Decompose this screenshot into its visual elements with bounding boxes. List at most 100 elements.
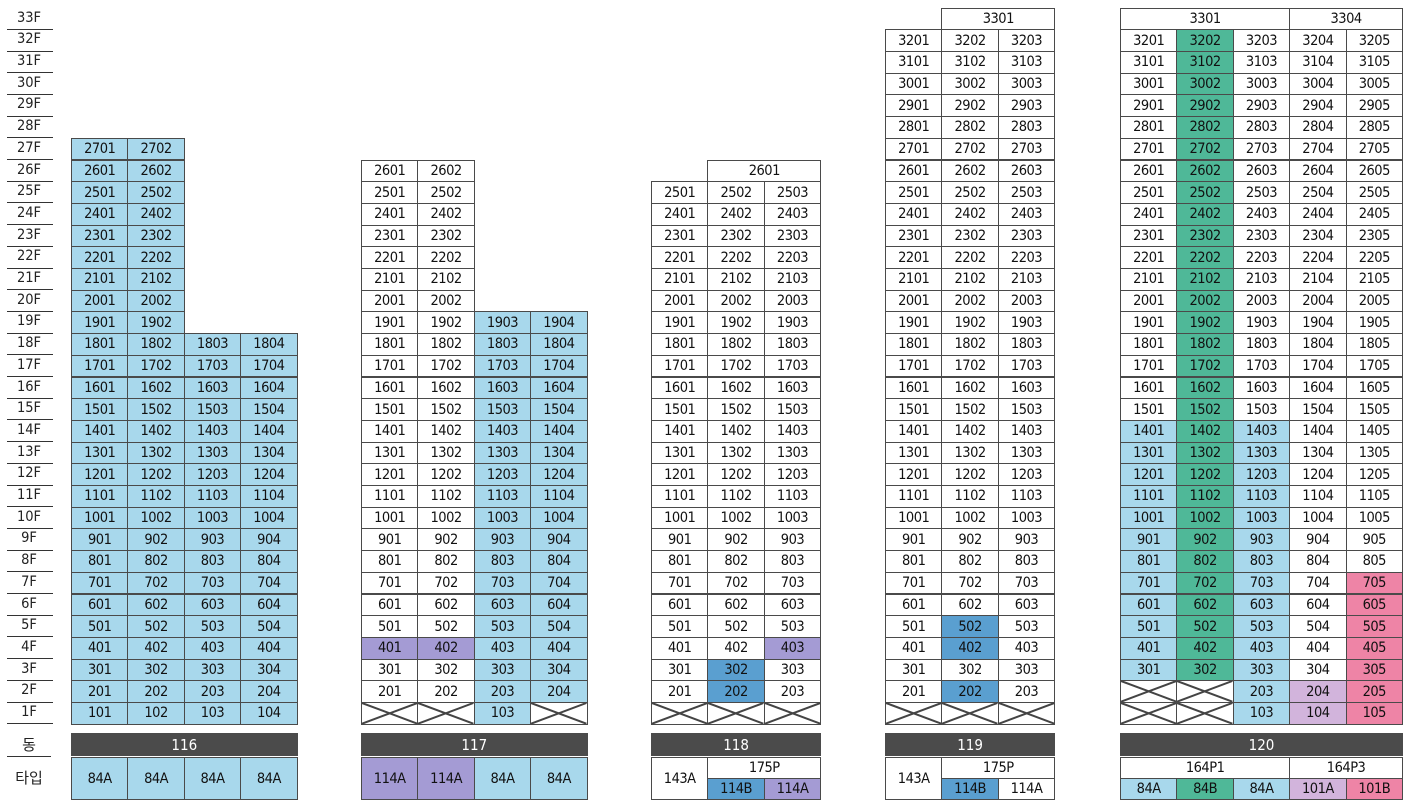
unit-cell: 1801 xyxy=(885,333,943,356)
unit-cell: 504 xyxy=(1289,615,1347,638)
unit-cell: 802 xyxy=(417,550,475,573)
unit-cell: 2002 xyxy=(127,289,185,313)
type-group-label: 175P xyxy=(707,757,822,779)
unit-cell: 302 xyxy=(127,658,185,682)
unit-cell: 2102 xyxy=(707,268,765,291)
floor-label: 31F xyxy=(16,53,42,69)
unit-cell: 2103 xyxy=(1232,268,1291,291)
unit-cell: 1301 xyxy=(71,441,129,465)
unit-cell: 704 xyxy=(240,571,298,595)
floor-divider xyxy=(7,310,53,312)
unit-cell: 2001 xyxy=(651,289,709,313)
unit-cell: 304 xyxy=(530,658,588,682)
unit-cell: 1901 xyxy=(71,311,129,335)
unit-cell: 1801 xyxy=(1120,333,1178,356)
unit-cell: 1003 xyxy=(763,506,822,530)
unit-cell: 1204 xyxy=(1289,463,1347,486)
unit-cell: 201 xyxy=(651,680,709,703)
unit-cell: 2701 xyxy=(885,137,943,161)
unit-cell: 2001 xyxy=(1120,289,1178,313)
unit-cell: 1103 xyxy=(1232,485,1291,508)
unit-cell: 3204 xyxy=(1289,29,1347,52)
floor-divider xyxy=(7,245,53,247)
unit-cell: 503 xyxy=(763,615,822,638)
unit-cell: 602 xyxy=(417,593,475,617)
unit-cell: 1502 xyxy=(707,398,765,421)
floor-label: 32F xyxy=(16,31,42,48)
merged-unit-cell: 3301 xyxy=(941,7,1056,31)
unit-cell: 1702 xyxy=(127,354,185,378)
floor-divider xyxy=(7,159,53,160)
unit-cell: 2702 xyxy=(941,137,999,161)
unit-cell: 703 xyxy=(1232,571,1291,595)
unit-cell: 1503 xyxy=(473,398,532,421)
unit-cell: 2002 xyxy=(417,289,475,313)
empty-unit xyxy=(417,702,475,725)
floor-label: 7F xyxy=(21,573,37,590)
unit-cell: 303 xyxy=(473,658,532,682)
unit-cell: 1501 xyxy=(651,398,709,421)
unit-cell: 1101 xyxy=(885,485,943,508)
unit-cell: 2101 xyxy=(71,268,129,291)
unit-cell: 1004 xyxy=(240,506,298,530)
unit-cell: 2402 xyxy=(417,202,475,226)
unit-cell: 2602 xyxy=(127,159,185,183)
unit-cell: 801 xyxy=(1120,550,1178,573)
unit-cell: 1602 xyxy=(1176,376,1234,400)
unit-cell: 3201 xyxy=(1120,29,1178,52)
unit-cell: 1803 xyxy=(183,333,242,356)
unit-cell: 2502 xyxy=(707,181,765,204)
unit-cell: 2203 xyxy=(763,246,822,269)
unit-cell: 601 xyxy=(361,593,419,617)
unit-cell: 3103 xyxy=(997,51,1056,74)
unit-cell: 404 xyxy=(240,636,298,660)
unit-cell: 1101 xyxy=(1120,485,1178,508)
unit-cell: 903 xyxy=(1232,528,1291,552)
dong-label: 120 xyxy=(1120,733,1403,756)
unit-cell: 2301 xyxy=(361,224,419,248)
floor-divider xyxy=(7,441,53,443)
unit-cell: 1001 xyxy=(361,506,419,530)
cross-mark-icon xyxy=(1177,681,1232,702)
unit-cell: 803 xyxy=(473,550,532,573)
unit-cell: 504 xyxy=(530,615,588,638)
unit-cell: 1604 xyxy=(1289,376,1347,400)
unit-cell: 602 xyxy=(707,593,765,617)
unit-cell: 2902 xyxy=(1176,94,1234,118)
cross-mark-icon xyxy=(765,703,820,724)
unit-cell: 1304 xyxy=(240,441,298,465)
unit-cell: 2102 xyxy=(417,268,475,291)
unit-cell: 1702 xyxy=(707,354,765,378)
unit-cell: 301 xyxy=(1120,658,1178,682)
unit-cell: 2801 xyxy=(1120,116,1178,139)
unit-cell: 1505 xyxy=(1345,398,1403,421)
unit-cell: 801 xyxy=(651,550,709,573)
unit-cell: 2701 xyxy=(1120,137,1178,161)
unit-cell: 1204 xyxy=(530,463,588,486)
unit-cell: 1802 xyxy=(707,333,765,356)
unit-cell: 2601 xyxy=(1120,159,1178,183)
unit-cell: 1802 xyxy=(127,333,185,356)
floor-divider xyxy=(7,354,53,356)
floor-divider xyxy=(7,376,53,377)
unit-cell: 1103 xyxy=(997,485,1056,508)
unit-cell: 601 xyxy=(71,593,129,617)
empty-unit xyxy=(1120,680,1178,703)
unit-cell: 403 xyxy=(183,636,242,660)
unit-cell: 1303 xyxy=(183,441,242,465)
unit-cell: 1604 xyxy=(240,376,298,400)
unit-cell: 1003 xyxy=(183,506,242,530)
unit-cell: 802 xyxy=(707,550,765,573)
unit-cell: 803 xyxy=(997,550,1056,573)
unit-cell: 2401 xyxy=(361,202,419,226)
unit-cell: 2005 xyxy=(1345,289,1403,313)
unit-cell: 1803 xyxy=(1232,333,1291,356)
unit-cell: 2402 xyxy=(127,202,185,226)
unit-cell: 1804 xyxy=(240,333,298,356)
unit-cell: 604 xyxy=(1289,593,1347,617)
floor-label: 21F xyxy=(16,270,42,286)
unit-cell: 2603 xyxy=(1232,159,1291,183)
unit-cell: 702 xyxy=(941,571,999,595)
unit-cell: 1401 xyxy=(651,419,709,443)
floor-label: 30F xyxy=(16,74,42,91)
